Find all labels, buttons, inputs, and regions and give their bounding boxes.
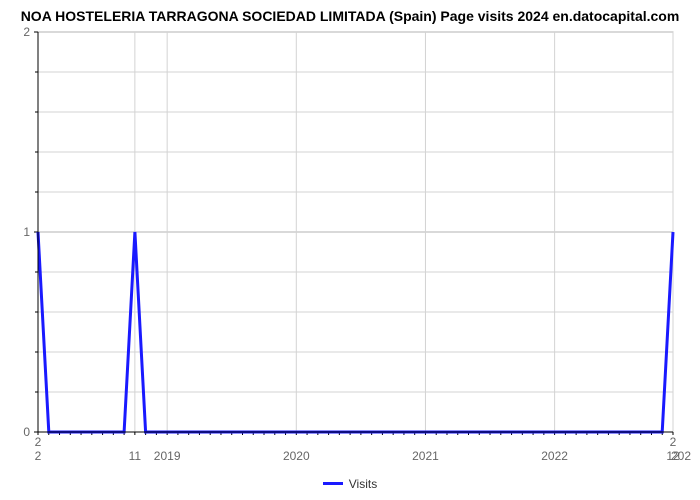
svg-text:2: 2 bbox=[35, 449, 42, 463]
svg-text:2021: 2021 bbox=[412, 449, 439, 463]
legend-item-visits: Visits bbox=[323, 477, 377, 491]
svg-text:2: 2 bbox=[670, 435, 677, 449]
chart-legend: Visits bbox=[0, 472, 700, 491]
legend-label: Visits bbox=[349, 477, 377, 491]
svg-text:1: 1 bbox=[23, 225, 30, 239]
svg-text:2022: 2022 bbox=[541, 449, 568, 463]
svg-text:2019: 2019 bbox=[154, 449, 181, 463]
svg-text:2: 2 bbox=[23, 25, 30, 39]
visits-line-chart: 01221120192020202120221220222 bbox=[0, 0, 700, 500]
svg-text:2: 2 bbox=[35, 435, 42, 449]
svg-text:2020: 2020 bbox=[283, 449, 310, 463]
svg-text:11: 11 bbox=[129, 449, 142, 463]
svg-text:0: 0 bbox=[23, 425, 30, 439]
svg-text:202: 202 bbox=[671, 449, 691, 463]
legend-swatch bbox=[323, 482, 343, 485]
